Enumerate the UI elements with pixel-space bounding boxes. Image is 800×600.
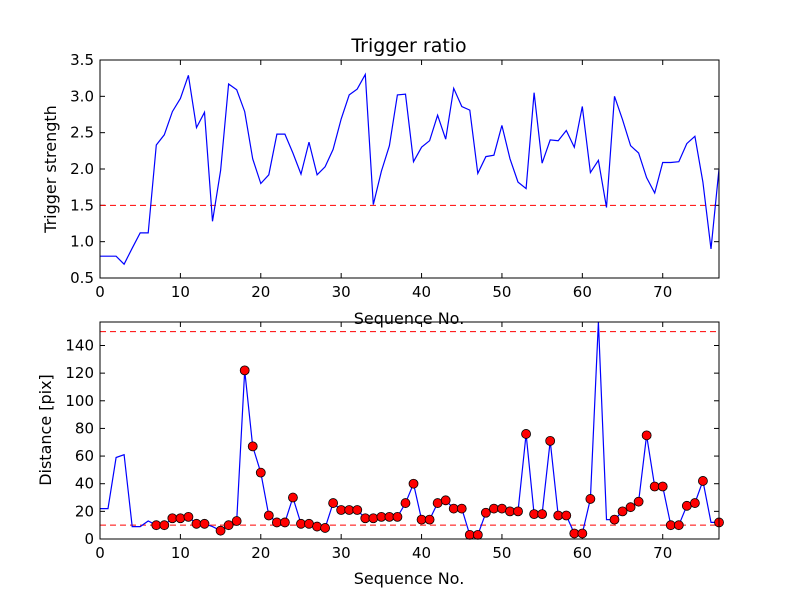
data-point xyxy=(497,503,507,514)
data-point xyxy=(304,518,314,529)
data-point xyxy=(424,514,435,525)
y-tick-label: 80 xyxy=(75,419,94,437)
data-point xyxy=(279,517,290,528)
data-point xyxy=(625,502,636,513)
data-point xyxy=(657,481,668,492)
y-tick-label: 1.5 xyxy=(70,196,94,214)
y-tick-label: 40 xyxy=(75,475,94,493)
x-tick-label: 20 xyxy=(251,283,270,301)
data-point xyxy=(288,492,298,503)
data-point xyxy=(456,503,467,514)
plot-frame xyxy=(99,59,720,279)
distance-panel: Sequence No. Distance [pix] 0 10 20 30 40 50 6… xyxy=(36,321,724,588)
data-point xyxy=(328,498,339,508)
chart-title: Trigger ratio xyxy=(350,35,466,57)
plot-frame xyxy=(99,321,720,540)
y-axis-label: Distance [pix] xyxy=(36,374,55,486)
x-tick-label: 0 xyxy=(95,283,105,301)
data-point xyxy=(239,365,250,376)
series-line xyxy=(100,72,720,266)
x-tick-label: 10 xyxy=(171,283,190,301)
data-point xyxy=(609,514,620,525)
data-point xyxy=(698,476,708,486)
data-point xyxy=(577,528,588,539)
data-point xyxy=(673,520,684,531)
x-tick-label: 20 xyxy=(251,544,270,562)
y-tick-label: 1.0 xyxy=(70,233,94,251)
data-point xyxy=(175,513,186,524)
x-tick-label: 70 xyxy=(653,283,672,301)
y-tick-label: 140 xyxy=(65,336,94,354)
data-point xyxy=(689,498,700,508)
x-tick-label: 30 xyxy=(332,283,351,301)
x-tick-label: 70 xyxy=(653,544,672,562)
y-axis-label: Trigger strength xyxy=(41,105,60,234)
x-tick-label: 60 xyxy=(573,544,592,562)
data-point xyxy=(408,478,419,489)
x-tick-label: 0 xyxy=(95,544,105,562)
data-point xyxy=(633,496,644,507)
data-point xyxy=(392,511,403,522)
data-point xyxy=(472,529,483,540)
series-group xyxy=(100,321,724,540)
y-tick-label: 0 xyxy=(84,530,94,548)
y-tick-label: 3.0 xyxy=(70,87,94,105)
y-tick-label: 0.5 xyxy=(70,269,94,287)
series-group xyxy=(100,72,720,266)
x-tick-label: 10 xyxy=(171,544,190,562)
data-point xyxy=(199,518,210,529)
y-tick-label: 20 xyxy=(75,502,94,520)
data-point xyxy=(159,520,170,531)
data-point xyxy=(368,513,379,524)
data-point xyxy=(521,429,531,439)
data-point xyxy=(183,511,194,522)
x-tick-label: 40 xyxy=(412,283,431,301)
data-point xyxy=(432,498,443,508)
data-point xyxy=(480,507,491,518)
data-point xyxy=(617,506,628,517)
trigger-ratio-panel: Trigger ratio Sequence No. Trigger stren… xyxy=(41,35,720,328)
data-point xyxy=(231,516,242,526)
x-axis-label: Sequence No. xyxy=(354,309,465,328)
data-point xyxy=(537,509,548,520)
data-point xyxy=(247,441,258,452)
y-tick-label: 2.0 xyxy=(70,160,94,178)
data-point xyxy=(513,506,523,517)
y-tick-label: 2.5 xyxy=(70,124,94,142)
data-point xyxy=(400,498,411,508)
data-point xyxy=(440,495,451,506)
x-tick-label: 60 xyxy=(573,283,592,301)
data-point xyxy=(641,430,652,441)
data-point xyxy=(561,510,572,521)
data-point xyxy=(585,494,596,504)
data-point xyxy=(352,505,363,515)
data-point xyxy=(263,510,274,521)
data-point xyxy=(320,523,330,533)
data-point xyxy=(681,500,692,511)
x-tick-label: 50 xyxy=(492,544,511,562)
tick-group: 0 10 20 30 40 50 60 70 0 20 40 60 80 100 120 140 xyxy=(65,322,719,562)
tick-group: 0 10 20 30 40 50 60 70 0.5 1.0 1.5 2.0 2.5 3.0 3.5 xyxy=(70,51,719,301)
data-point xyxy=(312,521,322,532)
data-point xyxy=(545,435,556,446)
x-tick-label: 50 xyxy=(492,283,511,301)
y-tick-label: 120 xyxy=(65,364,94,382)
x-axis-label: Sequence No. xyxy=(354,569,465,588)
x-tick-label: 40 xyxy=(412,544,431,562)
data-point xyxy=(223,520,234,531)
y-tick-label: 100 xyxy=(65,392,94,410)
data-point xyxy=(255,467,266,478)
y-tick-label: 3.5 xyxy=(70,51,94,69)
x-tick-label: 30 xyxy=(332,544,351,562)
y-tick-label: 60 xyxy=(75,447,94,465)
data-point xyxy=(215,525,226,536)
